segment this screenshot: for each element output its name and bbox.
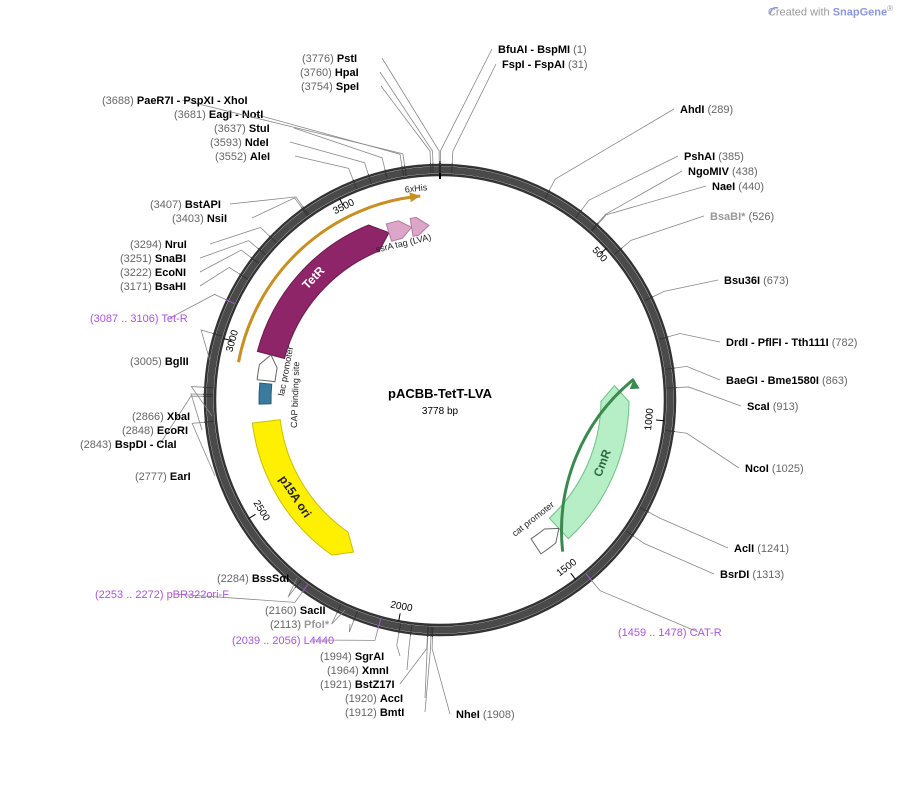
site-label: (3403) NsiI: [172, 213, 227, 225]
site-label: (3005) BglII: [130, 356, 189, 368]
site-leader: [549, 109, 674, 192]
site-label: (3688) PaeR7I - PspXI - XhoI: [102, 95, 248, 107]
site-tick: [452, 163, 453, 173]
site-label: (2039 .. 2056) L4440: [232, 635, 334, 647]
site-label: (3593) NdeI: [210, 137, 269, 149]
site-label: BsaBI* (526): [710, 211, 774, 223]
site-leader: [675, 387, 741, 406]
site-leader: [294, 128, 385, 171]
site-label: (1920) AccI: [345, 693, 403, 705]
site-leader: [407, 633, 411, 670]
site-label: (3251) SnaBI: [120, 253, 186, 265]
site-leader: [673, 431, 739, 468]
site-label: AhdI (289): [680, 104, 733, 116]
ring-tick-label: 1000: [643, 407, 656, 431]
site-leader: [673, 366, 720, 380]
site-label: NheI (1908): [456, 709, 515, 721]
ring-tick: [571, 573, 576, 579]
site-tick: [667, 388, 677, 389]
feature-cat promoter: [531, 528, 559, 553]
site-label: BaeGI - Bme1580I (863): [726, 375, 848, 387]
site-label: (3294) NruI: [130, 239, 187, 251]
ring-tick-label: 2000: [389, 599, 413, 614]
site-label: (1912) BmtI: [345, 707, 404, 719]
site-label: (2843) BspDI - ClaI: [80, 439, 177, 451]
site-label: AclI (1241): [734, 543, 789, 555]
site-leader: [620, 216, 704, 249]
ring-tick: [249, 514, 256, 518]
plasmid-size: 3778 bp: [422, 406, 459, 417]
site-leader: [290, 142, 369, 176]
site-label: (2253 .. 2272) pBR322ori-F: [95, 589, 229, 601]
site-leader: [425, 635, 428, 698]
feature-CAP binding site: [259, 383, 272, 404]
site-label: (3754) SpeI: [301, 81, 359, 93]
site-label: DrdI - PflFI - Tth111I (782): [726, 337, 857, 349]
site-label: (1921) BstZ17I: [320, 679, 395, 691]
site-label: (2848) EcoRI: [122, 425, 188, 437]
site-tick: [427, 627, 428, 637]
site-label: (2866) XbaI: [132, 411, 190, 423]
site-leader: [632, 535, 714, 574]
site-leader: [647, 511, 728, 548]
site-label: (3552) AleI: [215, 151, 270, 163]
site-label: (3222) EcoNI: [120, 267, 186, 279]
site-leader: [440, 49, 492, 165]
site-leader: [596, 171, 682, 225]
site-label: (2113) PfoI*: [270, 619, 330, 631]
site-leader: [651, 280, 718, 297]
feature-label: 6xHis: [404, 182, 428, 195]
site-label: (3681) EagI - NotI: [174, 109, 263, 121]
site-label: (3171) BsaHI: [120, 281, 186, 293]
site-label: ScaI (913): [747, 401, 798, 413]
site-label: (3637) StuI: [214, 123, 270, 135]
site-leader: [191, 394, 205, 430]
site-label: (2160) SacII: [265, 605, 326, 617]
site-leader: [591, 580, 698, 632]
ring-tick: [399, 613, 400, 621]
site-label: BsrDI (1313): [720, 569, 784, 581]
site-label: Bsu36I (673): [724, 275, 789, 287]
plasmid-map: 500100015002000250030003500TetRssrA tag …: [0, 0, 903, 788]
site-leader: [349, 619, 354, 632]
site-leader: [200, 241, 259, 258]
site-leader: [254, 114, 402, 168]
plasmid-title: pACBB-TetT-LVA: [388, 386, 493, 401]
ring-tick-label: 3000: [224, 328, 241, 353]
site-label: (1964) XmnI: [327, 665, 389, 677]
site-tick: [203, 387, 213, 388]
ring-tick-label: 1500: [555, 557, 580, 579]
site-label: (3087 .. 3106) Tet-R: [90, 313, 188, 325]
site-label: (2284) BssSαI: [217, 573, 289, 585]
site-leader: [432, 635, 450, 714]
site-leader: [666, 334, 720, 342]
site-leader: [295, 156, 354, 181]
site-label: (3407) BstAPI: [150, 199, 221, 211]
feature-label: CAP binding site: [289, 361, 301, 428]
site-label: (3760) HpaI: [300, 67, 359, 79]
feature-p15A ori: [252, 420, 353, 555]
site-leader: [580, 156, 678, 212]
site-leader: [400, 635, 427, 684]
site-label: PshAI (385): [684, 151, 744, 163]
site-label: NcoI (1025): [745, 463, 804, 475]
site-label: (2777) EarI: [135, 471, 191, 483]
ring-tick-label: 2500: [251, 499, 272, 524]
site-leader: [210, 227, 271, 244]
site-label: BfuAI - BspMI (1): [498, 44, 587, 56]
feature-lac promoter: [257, 355, 277, 382]
site-label: (3776) PstI: [302, 53, 357, 65]
site-label: (1459 .. 1478) CAT-R: [618, 627, 722, 639]
site-label: FspI - FspAI (31): [502, 59, 588, 71]
site-leader: [597, 186, 706, 225]
site-label: (1994) SgrAI: [320, 651, 384, 663]
site-leader: [397, 631, 400, 656]
site-label: NaeI (440): [712, 181, 764, 193]
site-label: NgoMIV (438): [688, 166, 758, 178]
